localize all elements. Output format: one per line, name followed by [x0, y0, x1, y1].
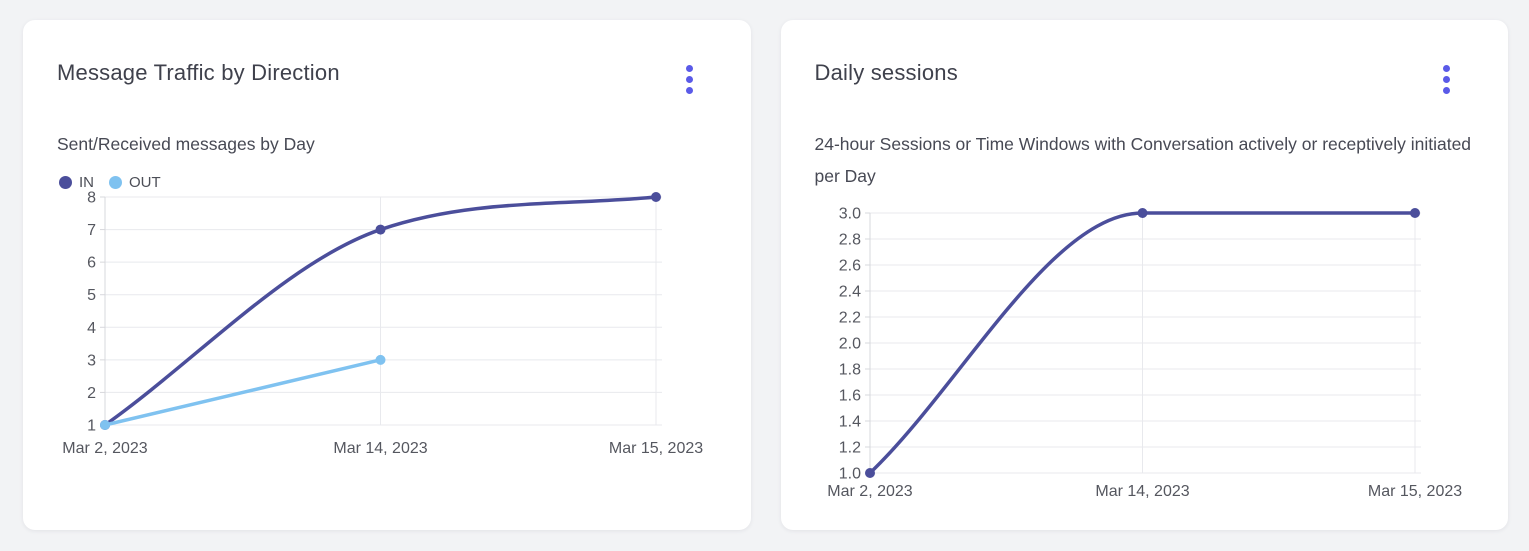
svg-text:Mar 14, 2023: Mar 14, 2023: [333, 440, 427, 457]
svg-text:Mar 2, 2023: Mar 2, 2023: [62, 440, 147, 457]
legend-dot-out-icon: [109, 175, 122, 189]
legend-dot-in-icon: [59, 175, 72, 189]
legend-label-out: OUT: [129, 173, 161, 191]
legend-item-out[interactable]: OUT: [109, 174, 161, 191]
legend-item-in[interactable]: IN: [59, 174, 94, 191]
svg-text:1: 1: [87, 417, 96, 434]
card-message-traffic: Message Traffic by Direction Sent/Receiv…: [23, 20, 751, 530]
svg-text:1.0: 1.0: [838, 466, 860, 483]
svg-text:1.4: 1.4: [838, 414, 860, 431]
chart-legend: IN OUT: [57, 174, 717, 191]
kebab-dot: [685, 87, 693, 94]
svg-text:Mar 15, 2023: Mar 15, 2023: [609, 440, 703, 457]
svg-text:3: 3: [87, 352, 96, 369]
svg-text:2.2: 2.2: [838, 310, 860, 327]
svg-text:6: 6: [87, 254, 96, 271]
legend-label-in: IN: [79, 173, 94, 191]
svg-text:1.8: 1.8: [838, 362, 860, 379]
svg-text:7: 7: [87, 222, 96, 239]
card-title: Daily sessions: [814, 60, 958, 85]
kebab-dot: [1443, 76, 1450, 83]
svg-text:1.6: 1.6: [838, 388, 860, 405]
kebab-menu-icon[interactable]: [1433, 60, 1460, 99]
kebab-dot: [685, 76, 693, 83]
svg-text:3.0: 3.0: [838, 206, 860, 223]
svg-text:Mar 2, 2023: Mar 2, 2023: [827, 483, 912, 500]
card-title: Message Traffic by Direction: [57, 60, 340, 85]
svg-text:4: 4: [87, 319, 96, 336]
svg-text:2.4: 2.4: [838, 284, 860, 301]
svg-text:Mar 14, 2023: Mar 14, 2023: [1095, 483, 1189, 500]
kebab-dot: [685, 65, 693, 72]
card-header: Message Traffic by Direction: [57, 58, 717, 99]
daily-sessions-chart: 1.0 1.2 1.4 1.6 1.8 2.0 2.2 2.4 2.6 2.8 3.0 Mar 2, …: [827, 206, 1462, 501]
card-daily-sessions: Daily sessions 24-hour Sessions or Time …: [780, 20, 1508, 530]
message-traffic-chart: 1 2 3 4 5 6 7 8 Mar 2, 2023 Mar 14, 2023 Mar 15, 2…: [62, 191, 703, 457]
svg-text:2.0: 2.0: [838, 336, 860, 353]
kebab-dot: [1443, 65, 1450, 72]
svg-text:8: 8: [87, 191, 96, 207]
card-subtitle: 24-hour Sessions or Time Windows with Co…: [814, 134, 1472, 186]
svg-text:1.2: 1.2: [838, 440, 860, 457]
kebab-menu-icon[interactable]: [676, 60, 703, 99]
svg-text:2.6: 2.6: [838, 258, 860, 275]
svg-text:5: 5: [87, 287, 96, 304]
svg-text:Mar 15, 2023: Mar 15, 2023: [1367, 483, 1461, 500]
svg-text:2.8: 2.8: [838, 232, 860, 249]
kebab-dot: [1443, 87, 1450, 94]
card-subtitle: Sent/Received messages by Day: [57, 134, 315, 154]
svg-text:2: 2: [87, 384, 96, 401]
card-header: Daily sessions: [815, 58, 1475, 99]
